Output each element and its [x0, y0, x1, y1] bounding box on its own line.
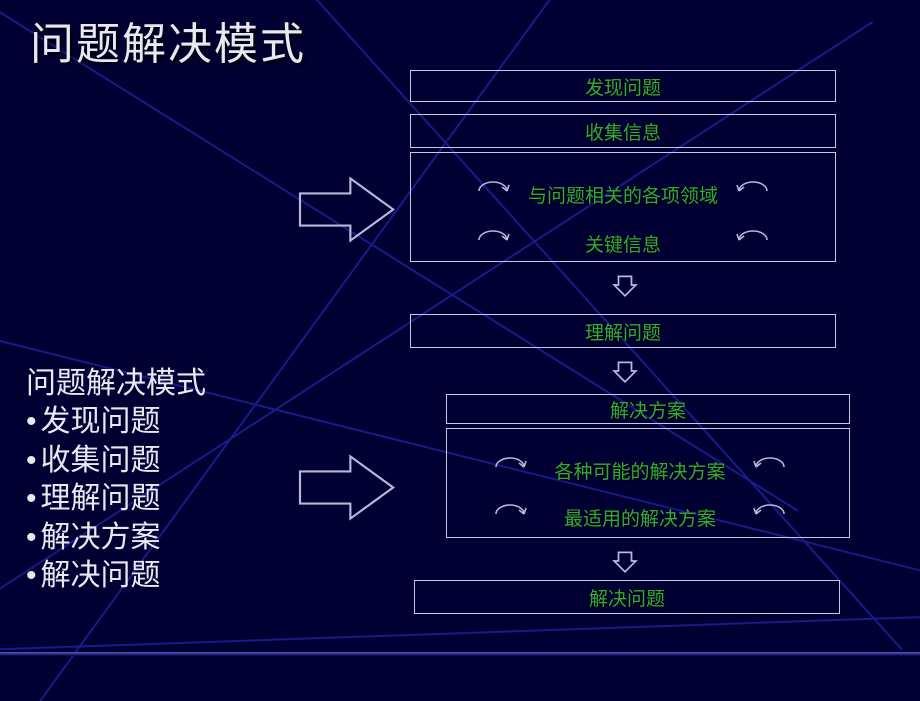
- flow-box-s2: 收集信息: [410, 114, 836, 148]
- page-title: 问题解决模式: [30, 8, 306, 72]
- flow-sub-label: 关键信息: [513, 230, 733, 257]
- down-arrow-icon: [612, 548, 638, 574]
- flow-box-s4: 解决方案: [446, 394, 850, 424]
- flow-box-s5: 解决问题: [414, 580, 840, 614]
- flow-sub-label: 各种可能的解决方案: [530, 457, 750, 484]
- cycle-arrow-icon: [750, 453, 790, 479]
- side-list: 问题解决模式 发现问题 收集问题 理解问题 解决方案 解决问题: [26, 365, 206, 595]
- side-item: 解决方案: [26, 519, 206, 557]
- side-item: 收集问题: [26, 442, 206, 480]
- side-item: 理解问题: [26, 480, 206, 518]
- cycle-arrow-icon: [750, 500, 790, 526]
- flow-box-s1: 发现问题: [410, 70, 836, 102]
- side-item: 发现问题: [26, 403, 206, 441]
- flow-sub-label: 最适用的解决方案: [530, 504, 750, 531]
- cycle-arrow-icon: [490, 453, 530, 479]
- cycle-arrow-icon: [473, 226, 513, 252]
- right-arrow-icon: [290, 450, 400, 525]
- side-heading: 问题解决模式: [26, 367, 206, 400]
- down-arrow-icon: [612, 358, 638, 384]
- footer-rule: [0, 652, 920, 656]
- cycle-arrow-icon: [473, 177, 513, 203]
- flow-box-s3: 理解问题: [410, 314, 836, 348]
- cycle-arrow-icon: [733, 177, 773, 203]
- right-arrow-icon: [290, 172, 400, 247]
- side-item: 解决问题: [26, 557, 206, 595]
- flow-sub-label: 与问题相关的各项领域: [513, 181, 733, 208]
- cycle-arrow-icon: [490, 500, 530, 526]
- cycle-arrow-icon: [733, 226, 773, 252]
- down-arrow-icon: [612, 272, 638, 298]
